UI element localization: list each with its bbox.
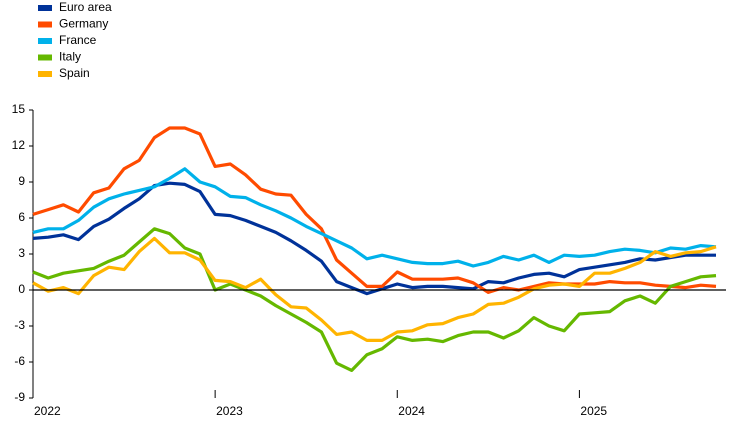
legend-label: Spain (59, 66, 90, 80)
legend-swatch (38, 5, 52, 11)
series-line (32, 126, 717, 294)
x-tick-label: 2025 (580, 404, 607, 418)
legend-swatch (38, 71, 52, 77)
y-tick-label: 3 (18, 246, 25, 260)
y-tick-label: 6 (18, 210, 25, 224)
y-tick-label: -6 (14, 354, 25, 368)
series-line (32, 181, 716, 296)
legend-label: Euro area (59, 0, 112, 14)
legend-label: Germany (59, 17, 108, 31)
y-tick-label: 9 (18, 174, 25, 188)
y-tick-label: -9 (14, 390, 25, 404)
legend-label: Italy (59, 50, 81, 64)
y-tick-label: 12 (12, 138, 26, 152)
x-tick-label: 2023 (216, 404, 243, 418)
legend-swatch (38, 38, 52, 44)
x-tick-label: 2022 (34, 404, 61, 418)
y-tick-label: -3 (14, 318, 25, 332)
series-line (32, 167, 717, 268)
legend-label: France (59, 33, 97, 47)
y-tick-label: 15 (12, 102, 26, 116)
x-tick-label: 2024 (398, 404, 425, 418)
legend-swatch (38, 54, 52, 61)
series-line (32, 227, 717, 372)
series-line (32, 236, 717, 342)
y-tick-label: 0 (18, 282, 25, 296)
legend-swatch (38, 21, 52, 28)
